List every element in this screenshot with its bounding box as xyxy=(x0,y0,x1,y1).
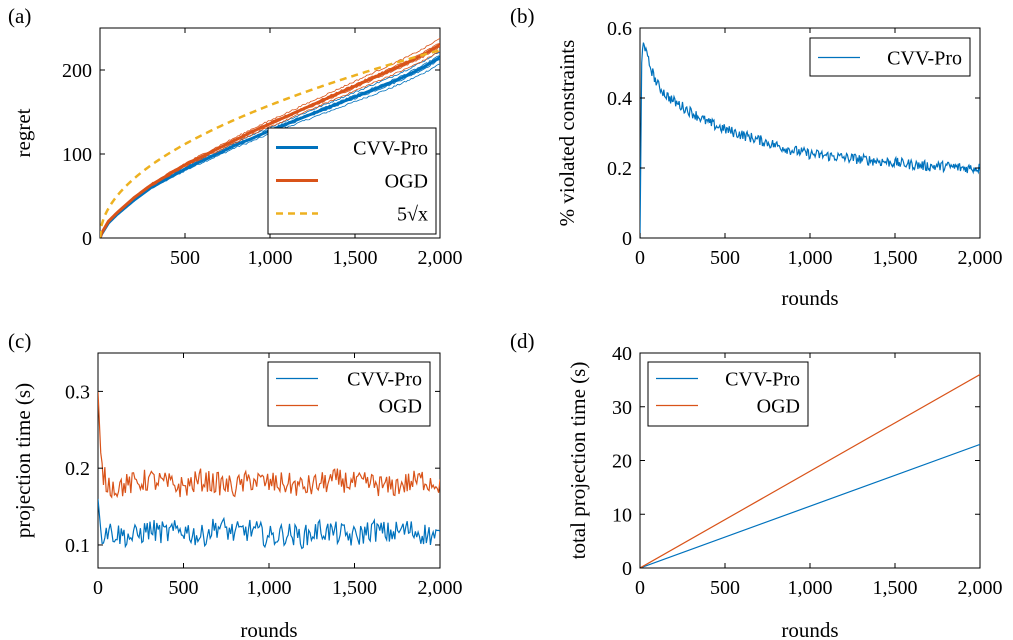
plot-area xyxy=(640,42,980,238)
y-axis-label: total projection time (s) xyxy=(566,362,590,560)
legend-entry-label: OGD xyxy=(385,171,428,193)
y-tick-label: 0.4 xyxy=(607,88,632,110)
y-tick-label: 20 xyxy=(612,451,632,473)
x-tick-label: 2,000 xyxy=(418,577,463,599)
y-tick-label: 0 xyxy=(82,228,92,250)
panel-1: (b) 0 500 1,000 1,500 2,000 0 0.2 0.4 0.6 rounds % … xyxy=(510,4,1003,310)
x-tick-label: 500 xyxy=(169,577,199,599)
panel-label: (c) xyxy=(8,329,31,353)
series-line-0 xyxy=(640,42,980,238)
legend: CVV-Pro OGD xyxy=(647,361,809,427)
y-tick-label: 0.2 xyxy=(65,458,90,480)
x-axis-label: rounds xyxy=(781,618,838,640)
legend-box xyxy=(267,361,431,427)
x-tick-label: 1,000 xyxy=(247,577,292,599)
legend-entry-label: CVV-Pro xyxy=(347,369,422,391)
series-line-1 xyxy=(98,391,440,499)
legend: CVV-Pro xyxy=(809,37,971,77)
x-tick-label: 1,500 xyxy=(873,577,918,599)
legend-entry-label: CVV-Pro xyxy=(887,48,962,70)
series-line-0 xyxy=(640,443,980,568)
y-tick-label: 0.2 xyxy=(607,158,632,180)
series-line-2 xyxy=(100,48,440,238)
plot-area xyxy=(640,373,980,568)
x-tick-label: 500 xyxy=(710,247,740,269)
y-tick-label: 0.3 xyxy=(65,381,90,403)
y-tick-label: 100 xyxy=(62,144,92,166)
series-line-0 xyxy=(98,498,440,550)
plot-area xyxy=(100,37,440,238)
x-tick-label: 1,500 xyxy=(873,247,918,269)
panel-label: (b) xyxy=(510,4,535,28)
legend-entry-label: 5√x xyxy=(397,204,428,226)
panel-3: (d) 0 500 1,000 1,500 2,000 0 10 20 30 40 rounds tot… xyxy=(510,329,1003,640)
x-tick-label: 1,000 xyxy=(248,247,293,269)
legend: CVV-Pro OGD xyxy=(267,361,431,427)
y-tick-label: 40 xyxy=(612,343,632,365)
panel-label: (a) xyxy=(8,4,31,28)
y-tick-label: 30 xyxy=(612,397,632,419)
x-tick-label: 1,500 xyxy=(332,577,377,599)
series-line-1 xyxy=(640,373,980,568)
x-tick-label: 0 xyxy=(93,577,103,599)
x-tick-label: 500 xyxy=(170,247,200,269)
panel-label: (d) xyxy=(510,329,535,353)
x-tick-label: 1,000 xyxy=(788,247,833,269)
x-tick-label: 500 xyxy=(710,577,740,599)
y-tick-label: 0.6 xyxy=(607,18,632,40)
legend-entry-label: OGD xyxy=(757,396,800,418)
legend: CVV-Pro OGD 5√x xyxy=(267,127,437,235)
y-axis-label: projection time (s) xyxy=(11,383,35,538)
x-tick-label: 1,500 xyxy=(333,247,378,269)
y-axis-label: regret xyxy=(11,108,35,157)
legend-entry-label: OGD xyxy=(379,396,422,418)
x-axis-label: rounds xyxy=(240,618,297,640)
legend-entry-label: CVV-Pro xyxy=(725,369,800,391)
x-tick-label: 1,000 xyxy=(788,577,833,599)
x-tick-label: 0 xyxy=(635,247,645,269)
panel-0: (a) 500 1,000 1,500 2,000 0 100 200 regret CVV-Pr… xyxy=(8,4,463,269)
x-tick-label: 2,000 xyxy=(958,577,1003,599)
legend-entry-label: CVV-Pro xyxy=(353,138,428,160)
y-tick-label: 10 xyxy=(612,504,632,526)
y-axis-label: % violated constraints xyxy=(555,40,579,227)
series-line-1 xyxy=(100,43,440,238)
y-tick-label: 0 xyxy=(622,228,632,250)
x-tick-label: 2,000 xyxy=(958,247,1003,269)
x-axis-label: rounds xyxy=(781,286,838,310)
y-tick-label: 0.1 xyxy=(65,535,90,557)
y-tick-label: 0 xyxy=(622,558,632,580)
y-tick-label: 200 xyxy=(62,60,92,82)
panel-2: (c) 0 500 1,000 1,500 2,000 0.1 0.2 0.3 rounds pro… xyxy=(8,329,463,640)
x-tick-label: 0 xyxy=(635,577,645,599)
x-tick-label: 2,000 xyxy=(418,247,463,269)
plot-area xyxy=(98,391,440,550)
legend-box xyxy=(647,361,809,427)
